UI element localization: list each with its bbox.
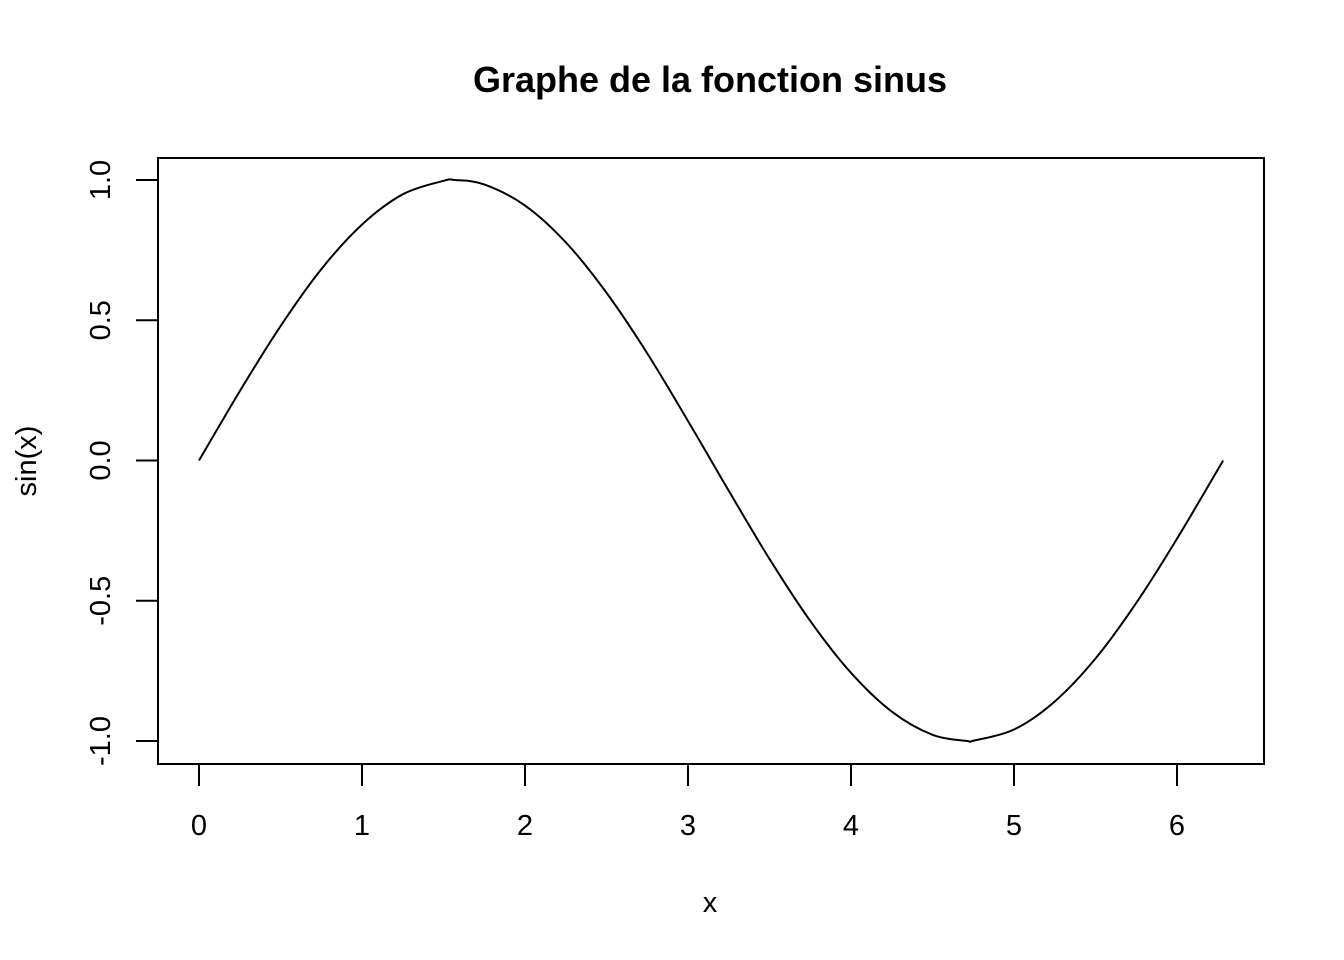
y-tick-label: 0.5 xyxy=(85,300,117,340)
sine-series-line xyxy=(198,178,1225,743)
x-tick-label: 2 xyxy=(517,810,533,842)
x-tick-label: 1 xyxy=(354,810,370,842)
y-tick-label: -1.0 xyxy=(85,716,117,766)
y-axis: -1.0 -0.5 0.0 0.5 1.0 xyxy=(85,160,159,766)
x-tick-label: 5 xyxy=(1006,810,1022,842)
x-tick-label: 6 xyxy=(1169,810,1185,842)
y-axis-label: sin(x) xyxy=(11,426,43,497)
chart-title: Graphe de la fonction sinus xyxy=(473,59,947,100)
series-group xyxy=(198,178,1225,743)
x-axis: 0 1 2 3 4 5 6 xyxy=(191,763,1185,842)
y-tick-label: 1.0 xyxy=(85,160,117,200)
x-tick-label: 0 xyxy=(191,810,207,842)
y-tick-label: 0.0 xyxy=(85,440,117,480)
x-tick-label: 3 xyxy=(680,810,696,842)
y-tick-label: -0.5 xyxy=(85,576,117,626)
x-tick-label: 4 xyxy=(843,810,859,842)
x-axis-label: x xyxy=(703,887,718,919)
